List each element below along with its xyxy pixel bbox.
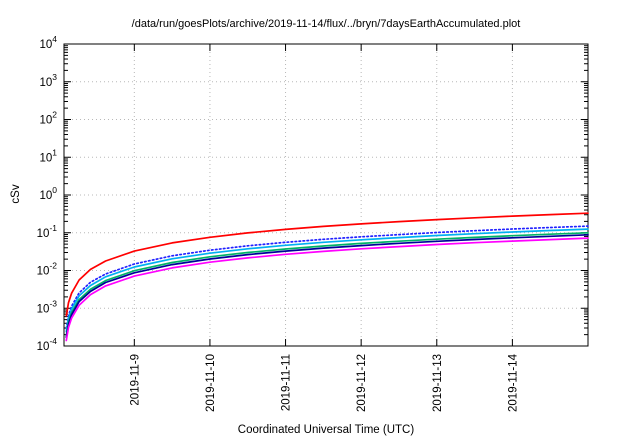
y-tick-exponent: 2 — [52, 110, 57, 120]
y-tick-base: 10 — [39, 152, 52, 164]
y-tick-label: 10-3 — [37, 298, 58, 315]
x-axis-label: Coordinated Universal Time (UTC) — [237, 424, 415, 436]
y-tick-base: 10 — [37, 341, 50, 353]
series-line-navy — [65, 233, 589, 339]
y-tick-label: 102 — [39, 110, 57, 127]
y-tick-base: 10 — [39, 115, 52, 127]
y-tick-label: 101 — [39, 147, 57, 164]
y-axis-label: cSv — [10, 184, 22, 204]
series-line-cyan — [65, 228, 589, 333]
x-tick-label: 2019-11-14 — [507, 353, 519, 412]
y-tick-label: 103 — [39, 72, 57, 89]
x-tick-label: 2019-11-13 — [432, 354, 444, 412]
x-tick-label: 2019-11-12 — [356, 354, 368, 412]
y-tick-label: 100 — [39, 185, 57, 202]
y-tick-exponent: -2 — [49, 261, 57, 271]
y-tick-exponent: -3 — [49, 298, 57, 308]
y-tick-label: 10-2 — [37, 261, 58, 278]
y-tick-label: 10-4 — [37, 336, 58, 353]
y-tick-base: 10 — [37, 266, 50, 278]
y-tick-base: 10 — [37, 228, 50, 240]
x-tick-label: 2019-11-11 — [281, 354, 293, 411]
y-tick-base: 10 — [37, 303, 50, 315]
y-tick-base: 10 — [39, 190, 52, 202]
y-tick-exponent: 0 — [52, 185, 57, 195]
x-tick-label: 2019-11-9 — [129, 354, 141, 406]
y-tick-base: 10 — [39, 39, 52, 51]
series-line-red — [65, 212, 589, 317]
y-tick-exponent: 1 — [52, 147, 57, 157]
plot-title: /data/run/goesPlots/archive/2019-11-14/f… — [131, 18, 521, 30]
y-tick-label: 10-1 — [37, 223, 58, 240]
y-tick-exponent: 3 — [52, 72, 57, 82]
y-tick-exponent: -1 — [49, 223, 57, 233]
series-line-magenta — [65, 237, 589, 342]
x-tick-label: 2019-11-10 — [205, 354, 217, 412]
y-tick-label: 104 — [39, 34, 57, 51]
series-line-blue-dotted — [65, 225, 589, 330]
y-tick-base: 10 — [39, 77, 52, 89]
plot-border — [63, 43, 589, 347]
y-tick-exponent: 4 — [52, 34, 57, 44]
series-line-green — [65, 231, 589, 337]
y-tick-exponent: -4 — [49, 336, 57, 346]
